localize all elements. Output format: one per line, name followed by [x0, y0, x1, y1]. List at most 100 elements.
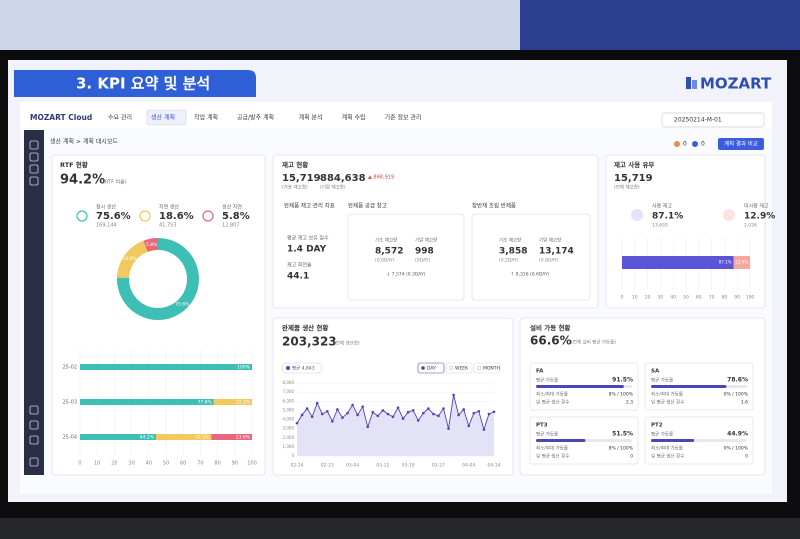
x-tick-label: 60 [180, 461, 186, 467]
usage-label: 미사용 재고 [744, 203, 769, 210]
panel-title: 재고 사용 유무 [614, 160, 654, 169]
x-tick-label: 04-14 [487, 463, 500, 469]
app-logo: MOZART Cloud [30, 113, 92, 122]
box-label: 기말 재고량 [415, 237, 437, 244]
y-tick-label: 1,000 [283, 444, 295, 449]
legend-dot [286, 366, 290, 370]
x-tick-label: 80 [214, 461, 220, 467]
y-tick-label: 2,000 [283, 435, 295, 440]
x-tick-label: 20 [111, 461, 117, 467]
title-banner [14, 70, 256, 97]
x-tick-label: 04-04 [462, 463, 475, 469]
sidebar-icon[interactable] [29, 420, 39, 430]
rtf-value: 94.2% [60, 173, 105, 188]
inventory-total: 884,638 [320, 173, 366, 184]
card-label: 일 평균 생산 횟수 [536, 453, 569, 460]
sidebar-icon[interactable] [29, 176, 39, 186]
line-point [472, 411, 476, 415]
card-name: PT2 [651, 423, 663, 429]
donut-label: 18.6% [122, 256, 137, 262]
donut-label: 75.6% [175, 302, 190, 308]
bar-label: 44.2% [140, 435, 155, 441]
line-point [416, 419, 420, 422]
card-label: 평균 가동률 [536, 431, 558, 438]
bar-label: 87.1% [719, 260, 732, 265]
sidebar-icon[interactable] [29, 152, 39, 162]
item-icon [76, 210, 88, 222]
line [296, 394, 495, 432]
card-label: 최소/최대 가동률 [536, 391, 568, 398]
y-tick-label: 4,000 [283, 417, 295, 422]
x-tick-label: 30 [658, 295, 664, 301]
alert-icon[interactable] [674, 141, 680, 147]
x-tick-label: 100 [746, 295, 755, 301]
bar-label: 23.6% [236, 435, 251, 441]
bar-segment [733, 256, 750, 269]
line-point [315, 401, 319, 405]
box-days: (0.2DAY) [499, 258, 519, 264]
item-value: 5.8% [222, 211, 250, 222]
card-label: 최소/최대 가동률 [536, 445, 568, 452]
usage-count: 2,026 [744, 223, 757, 229]
line-point [396, 406, 400, 409]
line-point [376, 414, 380, 418]
inventory-available: 15,719 [282, 173, 321, 184]
line-point [381, 409, 385, 412]
card-label: 평균 가동률 [536, 377, 558, 384]
kpi-value: 1.4 DAY [287, 245, 327, 255]
inventory-box [347, 213, 465, 301]
box-label: 기초 재고량 [375, 237, 397, 244]
line-point [421, 411, 425, 415]
card-label: 최소/최대 가동률 [651, 391, 683, 398]
period-button[interactable] [473, 362, 501, 374]
inventory-delta: ▲ 868,919 [368, 175, 394, 181]
breadcrumb: 생산 계획 > 계획 대시보드 [50, 138, 118, 146]
brand: MOZART [700, 75, 772, 93]
donut-slice [117, 240, 148, 278]
equipment-caption: (전체 설비 평균 가동률) [571, 339, 616, 346]
plan-select[interactable] [661, 112, 765, 128]
menu-item: 계획 수립 [342, 114, 366, 122]
donut-label: 5.8% [146, 242, 158, 248]
compare-button[interactable] [718, 138, 764, 150]
usage-icon [723, 209, 735, 221]
sidebar-icon[interactable] [29, 140, 39, 150]
period-label: WEEK [455, 366, 469, 372]
kpi-label: 재고 회전율 [287, 262, 312, 269]
x-tick-label: 03-12 [376, 463, 389, 469]
sidebar-icon[interactable] [29, 164, 39, 174]
period-button[interactable] [417, 362, 445, 374]
production-total: 203,323 [282, 335, 337, 349]
line-point [482, 428, 486, 431]
line-point [437, 414, 440, 418]
kpi-label: 평균 재고 보유 일수 [287, 235, 329, 242]
period-button[interactable] [445, 362, 473, 374]
card-count: 0 [630, 454, 633, 460]
item-count: 41,753 [159, 223, 177, 229]
line-point [457, 413, 460, 417]
card-label: 최소/최대 가동률 [651, 445, 683, 452]
period-radio [477, 366, 482, 371]
sidebar-icon[interactable] [29, 435, 39, 445]
item-count: 169,144 [96, 223, 117, 229]
alert-icon[interactable] [692, 141, 698, 147]
usage-value: 87.1% [652, 212, 683, 222]
box-days: (0.8DAY) [539, 258, 559, 264]
rate-bar [651, 385, 727, 388]
line-point [346, 411, 349, 415]
item-label: 지연 생산 [159, 204, 179, 211]
brand-icon [692, 80, 697, 89]
sidebar-icon[interactable] [29, 405, 39, 415]
item-count: 12,807 [222, 223, 240, 229]
bar-segment [213, 399, 252, 405]
inventory-caption: (가용 재고량) [282, 184, 308, 191]
y-tick-label: 7,000 [283, 389, 295, 394]
line-point [492, 410, 496, 414]
kpi-title: 완제품 재고 관리 지표 [284, 202, 335, 210]
usage-caption: (전체 재고량) [614, 184, 640, 191]
sidebar-icon[interactable] [29, 457, 39, 467]
card-count: 1.6 [741, 400, 748, 406]
card-range: 8% / 100% [609, 446, 634, 452]
box-label: 기초 재고량 [499, 237, 521, 244]
